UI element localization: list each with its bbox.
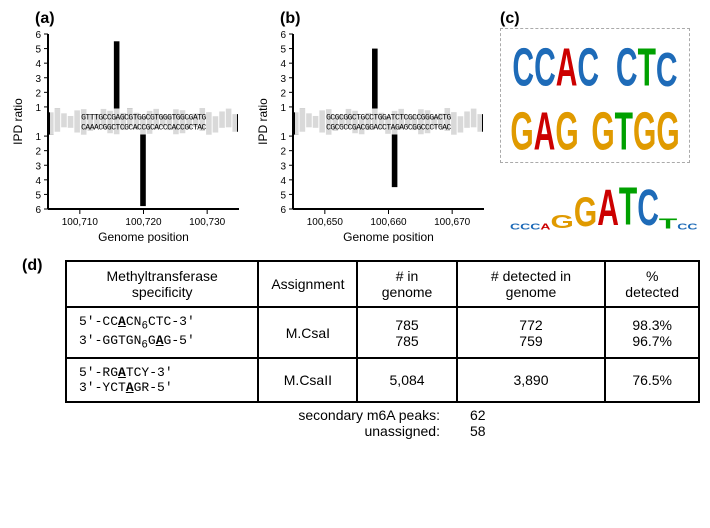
footer-label: secondary m6A peaks: bbox=[210, 407, 470, 423]
svg-text:5: 5 bbox=[280, 45, 286, 56]
svg-text:6: 6 bbox=[35, 205, 41, 216]
logo-bottom-wrap: CCCA GGATCT CC bbox=[510, 170, 697, 230]
svg-text:CGCGCCGACGGACCTAGAGCGGCCCTGAC: CGCGCCGACGGACCTAGAGCGGCCCTGAC bbox=[326, 124, 451, 133]
svg-text:4: 4 bbox=[35, 59, 41, 70]
table-row: 5'-CCACN6CTC-3'3'-GGTGN6GAG-5'M.CsaI7857… bbox=[66, 307, 699, 358]
svg-text:100,710: 100,710 bbox=[62, 217, 99, 228]
table-footer: secondary m6A peaks:62unassigned:58 bbox=[210, 407, 700, 439]
svg-text:5: 5 bbox=[280, 190, 286, 201]
svg-text:3: 3 bbox=[280, 161, 286, 172]
svg-text:GCGCGGCTGCCTGGATCTCGCCGGGACTG: GCGCGGCTGCCTGGATCTCGCCGGGACTG bbox=[326, 114, 451, 123]
table-header-row: Methyltransferase specificity Assignment… bbox=[66, 261, 699, 307]
svg-text:6: 6 bbox=[280, 30, 286, 41]
col-assignment: Assignment bbox=[258, 261, 357, 307]
logo-mid-right: GTGG bbox=[591, 100, 679, 155]
svg-text:1: 1 bbox=[35, 103, 41, 114]
table-body: 5'-CCACN6CTC-3'3'-GGTGN6GAG-5'M.CsaI7857… bbox=[66, 307, 699, 402]
top-row: (a) 112233445566IPD ratio100,710100,7201… bbox=[10, 10, 700, 245]
svg-text:4: 4 bbox=[35, 176, 41, 187]
svg-text:IPD ratio: IPD ratio bbox=[256, 98, 270, 145]
cell-specificity: 5'-CCACN6CTC-3'3'-GGTGN6GAG-5' bbox=[66, 307, 258, 358]
panel-a: (a) 112233445566IPD ratio100,710100,7201… bbox=[10, 10, 245, 245]
logo-bottom-small-left: CCCA bbox=[510, 175, 551, 230]
ipd-chart-b: 1 1 2 2 3 3 4 4 5 5 6 6 IPD ratio 100,650 100,660 100,6… bbox=[255, 28, 490, 243]
svg-text:100,730: 100,730 bbox=[189, 217, 226, 228]
svg-text:5: 5 bbox=[35, 45, 41, 56]
footer-value: 58 bbox=[470, 423, 486, 439]
cell-n-detected: 3,890 bbox=[457, 358, 606, 402]
svg-text:Genome position: Genome position bbox=[98, 230, 189, 243]
cell-specificity: 5'-RGATCY-3'3'-YCTAGR-5' bbox=[66, 358, 258, 402]
svg-text:100,650: 100,650 bbox=[307, 217, 344, 228]
svg-text:IPD ratio: IPD ratio bbox=[11, 98, 25, 145]
svg-text:CAAACGGCTCGCACCGCACCCACCGCTAC: CAAACGGCTCGCACCGCACCCACCGCTAC bbox=[81, 124, 206, 133]
panel-a-label: (a) bbox=[35, 10, 55, 28]
svg-text:2: 2 bbox=[35, 88, 41, 99]
svg-text:4: 4 bbox=[280, 176, 286, 187]
svg-text:1: 1 bbox=[35, 132, 41, 143]
svg-text:3: 3 bbox=[280, 74, 286, 85]
svg-text:100,670: 100,670 bbox=[434, 217, 471, 228]
svg-text:3: 3 bbox=[35, 161, 41, 172]
svg-text:2: 2 bbox=[280, 147, 286, 158]
cell-n-genome: 785785 bbox=[357, 307, 456, 358]
panel-c-label: (c) bbox=[500, 10, 520, 28]
svg-text:100,660: 100,660 bbox=[370, 217, 407, 228]
svg-text:100,720: 100,720 bbox=[125, 217, 162, 228]
cell-pct: 98.3%96.7% bbox=[605, 307, 699, 358]
logo-top-right: CTC bbox=[616, 36, 678, 91]
svg-text:3: 3 bbox=[35, 74, 41, 85]
panel-d: (d) Methyltransferase specificity Assign… bbox=[10, 260, 700, 439]
table-row: 5'-RGATCY-3'3'-YCTAGR-5'M.CsaII5,0843,89… bbox=[66, 358, 699, 402]
cell-n-detected: 772759 bbox=[457, 307, 606, 358]
col-detected: # detected in genome bbox=[457, 261, 606, 307]
svg-text:GTTTGCCGAGCGTGGCGTGGGTGGCGATG: GTTTGCCGAGCGTGGCGTGGGTGGCGATG bbox=[81, 114, 206, 123]
cell-assignment: M.CsaII bbox=[258, 358, 357, 402]
footer-value: 62 bbox=[470, 407, 486, 423]
svg-text:4: 4 bbox=[280, 59, 286, 70]
svg-text:1: 1 bbox=[280, 132, 286, 143]
svg-text:2: 2 bbox=[280, 88, 286, 99]
panel-d-label: (d) bbox=[22, 257, 42, 275]
col-specificity: Methyltransferase specificity bbox=[66, 261, 258, 307]
svg-text:2: 2 bbox=[35, 147, 41, 158]
cell-assignment: M.CsaI bbox=[258, 307, 357, 358]
logo-mid-left: GAG bbox=[510, 100, 578, 155]
svg-text:Genome position: Genome position bbox=[343, 230, 434, 243]
svg-text:1: 1 bbox=[280, 103, 286, 114]
col-in-genome: # in genome bbox=[357, 261, 456, 307]
footer-label: unassigned: bbox=[210, 423, 470, 439]
panel-b: (b) 112233445566IPD ratio100,650100,6601… bbox=[255, 10, 490, 245]
svg-text:6: 6 bbox=[280, 205, 286, 216]
methyltransferase-table: Methyltransferase specificity Assignment… bbox=[65, 260, 700, 403]
logo-box: CCAC CTC GAG GTGG bbox=[500, 28, 690, 163]
logo-top-left: CCAC bbox=[512, 36, 599, 91]
ipd-chart-a: 1 1 2 2 3 3 4 4 5 5 6 6 IPD ratio 100,710 100,720 100,7… bbox=[10, 28, 245, 243]
logo-bottom: GGATCT bbox=[551, 175, 678, 230]
logo-bottom-small-right: CC bbox=[677, 175, 697, 230]
svg-text:6: 6 bbox=[35, 30, 41, 41]
col-pct: % detected bbox=[605, 261, 699, 307]
panel-c: (c) CCAC CTC GAG GTGG CCCA GGATCT CC bbox=[500, 10, 700, 245]
cell-pct: 76.5% bbox=[605, 358, 699, 402]
svg-text:5: 5 bbox=[35, 190, 41, 201]
panel-b-label: (b) bbox=[280, 10, 300, 28]
cell-n-genome: 5,084 bbox=[357, 358, 456, 402]
